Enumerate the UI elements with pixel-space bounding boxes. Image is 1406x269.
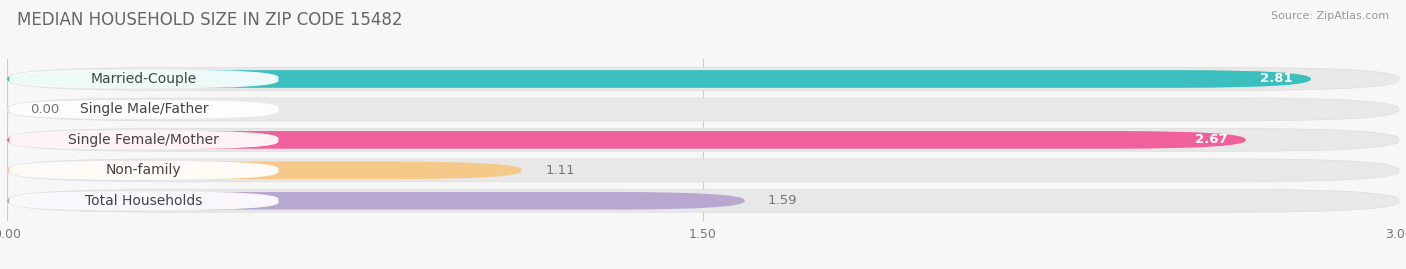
Text: 1.11: 1.11: [546, 164, 575, 177]
Text: Married-Couple: Married-Couple: [91, 72, 197, 86]
FancyBboxPatch shape: [7, 159, 1399, 182]
Text: Single Male/Father: Single Male/Father: [80, 102, 208, 116]
FancyBboxPatch shape: [7, 129, 1399, 151]
FancyBboxPatch shape: [7, 192, 745, 210]
Text: 2.81: 2.81: [1260, 72, 1292, 86]
FancyBboxPatch shape: [10, 130, 278, 149]
FancyBboxPatch shape: [7, 161, 522, 179]
FancyBboxPatch shape: [7, 98, 1399, 121]
FancyBboxPatch shape: [10, 192, 278, 210]
Text: Non-family: Non-family: [105, 163, 181, 177]
FancyBboxPatch shape: [7, 131, 1246, 149]
Text: Source: ZipAtlas.com: Source: ZipAtlas.com: [1271, 11, 1389, 21]
Text: Total Households: Total Households: [86, 194, 202, 208]
Text: 2.67: 2.67: [1195, 133, 1227, 146]
Text: Single Female/Mother: Single Female/Mother: [69, 133, 219, 147]
Text: 0.00: 0.00: [31, 103, 59, 116]
FancyBboxPatch shape: [7, 70, 1310, 88]
Text: MEDIAN HOUSEHOLD SIZE IN ZIP CODE 15482: MEDIAN HOUSEHOLD SIZE IN ZIP CODE 15482: [17, 11, 402, 29]
FancyBboxPatch shape: [10, 100, 278, 119]
FancyBboxPatch shape: [7, 189, 1399, 212]
Text: 1.59: 1.59: [768, 194, 797, 207]
FancyBboxPatch shape: [7, 68, 1399, 90]
FancyBboxPatch shape: [10, 161, 278, 180]
FancyBboxPatch shape: [10, 70, 278, 88]
